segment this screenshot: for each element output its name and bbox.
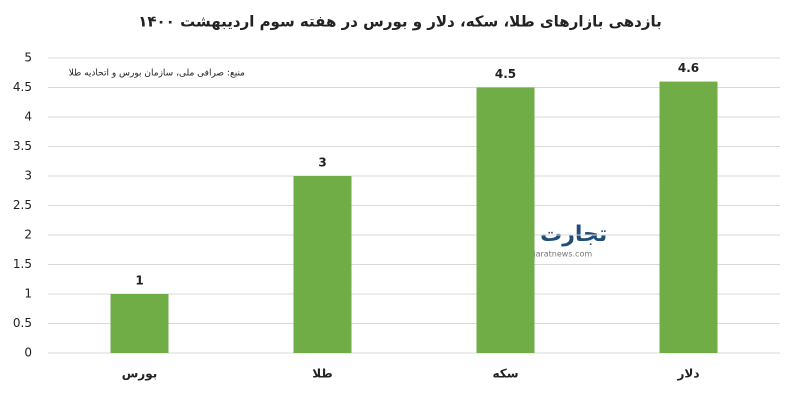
- x-tick-label: دلار: [676, 367, 699, 381]
- y-tick-label: 2.5: [13, 198, 32, 212]
- data-label: 4.5: [495, 67, 516, 81]
- y-tick-label: 1.5: [13, 257, 32, 271]
- data-label: 1: [135, 274, 143, 288]
- bar: [110, 294, 169, 353]
- data-label: 3: [318, 156, 326, 170]
- bar: [659, 81, 718, 353]
- bar: [293, 176, 352, 353]
- x-tick-label: سکه: [492, 367, 518, 381]
- watermark-url: www.tejaratnews.com: [504, 250, 592, 259]
- y-tick-label: 0.5: [13, 316, 32, 330]
- x-tick-label: طلا: [312, 367, 332, 381]
- y-tick-label: 4: [24, 110, 32, 124]
- y-tick-label: 5: [24, 51, 32, 65]
- annotation: منبع: صرافی ملی، سازمان بورس و اتحادیه ط…: [69, 69, 245, 79]
- y-tick-label: 4.5: [13, 80, 32, 94]
- bar: [476, 87, 535, 353]
- y-tick-label: 0: [24, 346, 32, 360]
- data-label: 4.6: [678, 61, 699, 75]
- y-tick-label: 3.5: [13, 139, 32, 153]
- x-tick-label: بورس: [122, 367, 158, 382]
- chart-title: بازدهی بازارهای طلا، سکه، دلار و بورس در…: [138, 13, 662, 31]
- y-tick-label: 3: [24, 169, 32, 183]
- y-tick-label: 1: [24, 287, 32, 301]
- y-tick-label: 2: [24, 228, 32, 242]
